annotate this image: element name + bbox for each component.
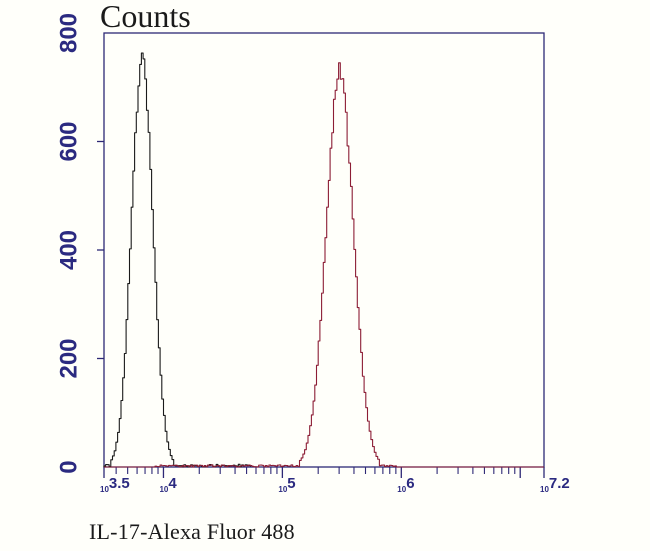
svg-text:800: 800 [55, 13, 82, 53]
svg-text:600: 600 [55, 121, 82, 161]
svg-text:106: 106 [397, 475, 414, 494]
svg-text:200: 200 [55, 338, 82, 378]
svg-text:105: 105 [278, 475, 295, 494]
svg-text:104: 104 [159, 475, 177, 494]
svg-text:400: 400 [55, 230, 82, 270]
svg-text:0: 0 [55, 460, 82, 473]
